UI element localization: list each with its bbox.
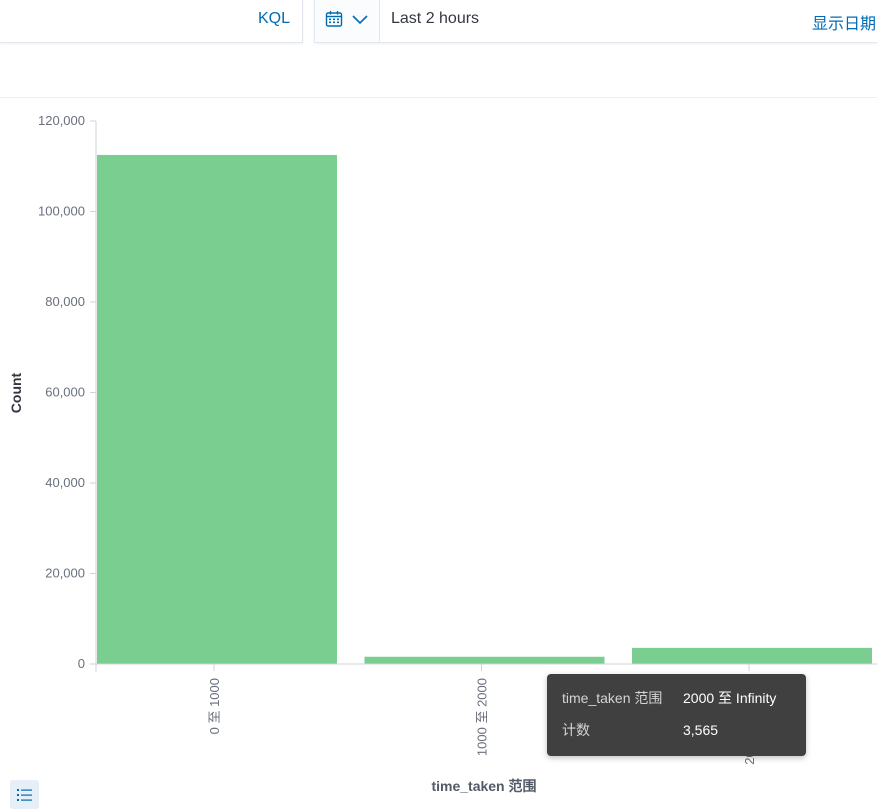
y-tick-label: 100,000	[38, 204, 85, 219]
x-axis-title: time_taken 范围	[431, 778, 536, 794]
y-tick-label: 120,000	[38, 113, 85, 128]
tooltip-row-count: 计数 3,565	[562, 720, 718, 740]
chevron-down-icon	[351, 12, 369, 31]
tooltip-row-range: time_taken 范围 2000 至 Infinity	[562, 688, 776, 708]
calendar-icon	[325, 10, 343, 33]
y-axis-title: Count	[8, 372, 24, 413]
query-toolbar: KQL Last 2 ho	[0, 0, 877, 44]
time-range-display[interactable]: Last 2 hours	[391, 10, 480, 27]
show-dates-link[interactable]: 显示日期	[812, 16, 877, 33]
x-tick-label: 0 至 1000	[207, 678, 222, 734]
chart-tooltip: time_taken 范围 2000 至 Infinity 计数 3,565	[547, 674, 806, 756]
y-tick-label: 20,000	[45, 566, 85, 581]
tooltip-value: 3,565	[683, 722, 719, 738]
y-tick-label: 40,000	[45, 475, 85, 490]
tooltip-key: 计数	[562, 722, 590, 738]
y-tick-label: 60,000	[45, 385, 85, 400]
y-tick-label: 0	[78, 656, 85, 671]
query-input[interactable]: KQL	[0, 0, 303, 43]
y-tick-label: 80,000	[45, 294, 85, 309]
query-language-button[interactable]: KQL	[257, 10, 290, 27]
tooltip-key: time_taken 范围	[562, 690, 663, 706]
bar	[364, 656, 605, 664]
x-tick-label: 1000 至 2000	[475, 678, 490, 756]
quick-select-button[interactable]	[315, 0, 380, 42]
legend-toggle-button[interactable]	[10, 780, 39, 809]
bar	[632, 647, 872, 664]
bar	[97, 154, 337, 664]
tooltip-value: 2000 至 Infinity	[683, 690, 777, 706]
toolbar-divider	[0, 97, 877, 98]
date-picker: Last 2 hours 显示日期	[314, 0, 877, 43]
